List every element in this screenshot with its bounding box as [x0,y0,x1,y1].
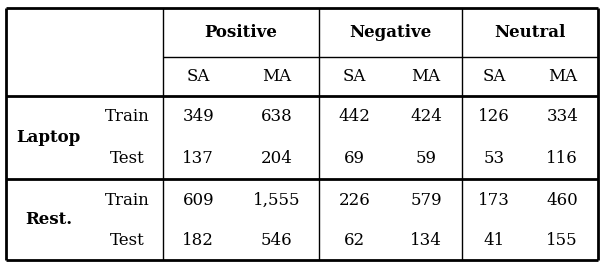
Text: 442: 442 [339,109,371,125]
Text: SA: SA [343,68,367,85]
Text: Test: Test [109,150,144,167]
Text: 53: 53 [484,150,505,167]
Text: 69: 69 [344,150,365,167]
Text: Train: Train [104,192,149,209]
Text: Neutral: Neutral [494,24,565,41]
Text: Test: Test [109,232,144,249]
Text: 137: 137 [182,150,214,167]
Text: 41: 41 [484,232,505,249]
Text: 59: 59 [416,150,437,167]
Text: MA: MA [411,68,441,85]
Text: MA: MA [548,68,577,85]
Text: 226: 226 [339,192,371,209]
Text: 62: 62 [344,232,365,249]
Text: Laptop: Laptop [16,129,81,146]
Text: 546: 546 [261,232,292,249]
Text: 460: 460 [547,192,578,209]
Text: 204: 204 [260,150,292,167]
Text: Positive: Positive [204,24,277,41]
Text: 126: 126 [478,109,510,125]
Text: 155: 155 [547,232,578,249]
Text: SA: SA [187,68,210,85]
Text: 116: 116 [547,150,578,167]
Text: 638: 638 [260,109,292,125]
Text: Negative: Negative [349,24,432,41]
Text: 579: 579 [410,192,442,209]
Text: 349: 349 [182,109,214,125]
Text: Rest.: Rest. [25,211,72,228]
Text: 1,555: 1,555 [252,192,300,209]
Text: 134: 134 [410,232,442,249]
Text: 424: 424 [410,109,442,125]
Text: 609: 609 [182,192,214,209]
Text: Train: Train [104,109,149,125]
Text: SA: SA [483,68,506,85]
Text: MA: MA [262,68,291,85]
Text: 182: 182 [182,232,214,249]
Text: 334: 334 [546,109,578,125]
Text: 173: 173 [478,192,510,209]
